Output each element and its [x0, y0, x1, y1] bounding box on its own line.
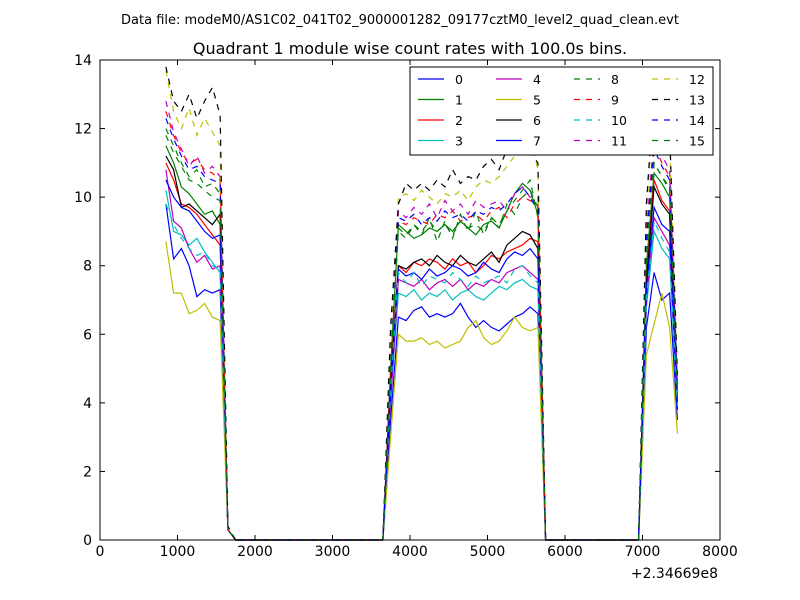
y-tick-label: 8	[83, 259, 92, 275]
series-line-5	[382, 316, 639, 541]
legend-label-2: 2	[455, 113, 463, 128]
x-axis-offset-label: +2.34669e8	[631, 566, 718, 582]
legend-label-12: 12	[689, 72, 705, 87]
legend-label-6: 6	[533, 113, 541, 128]
figure-suptitle: Data file: modeM0/AS1C02_041T02_90000012…	[121, 13, 679, 28]
x-tick-label: 5000	[470, 544, 506, 560]
legend-label-3: 3	[455, 134, 463, 149]
series-line-5	[638, 292, 678, 541]
series-line-6	[382, 230, 639, 541]
legend-label-15: 15	[689, 134, 705, 149]
chart-title: Quadrant 1 module wise count rates with …	[193, 39, 627, 58]
x-tick-label: 6000	[547, 544, 583, 560]
x-tick-label: 4000	[392, 544, 428, 560]
x-tick-label: 2000	[237, 544, 273, 560]
series-line-14	[165, 118, 383, 541]
x-axis: 0 1000 2000 3000 4000 5000 6000 7000 8000	[96, 60, 738, 560]
series-line-3	[382, 278, 639, 541]
x-tick-label: 3000	[315, 544, 351, 560]
series-line-10	[165, 203, 383, 541]
series-line-0	[382, 302, 639, 541]
series-line-15	[638, 160, 678, 541]
x-tick-label: 0	[96, 544, 105, 560]
x-tick-label: 7000	[625, 544, 661, 560]
legend-label-11: 11	[611, 134, 627, 149]
series-line-15	[165, 135, 383, 541]
series-line-15	[382, 178, 639, 541]
legend-label-10: 10	[611, 113, 627, 128]
legend-label-8: 8	[611, 72, 619, 87]
series-line-8	[165, 128, 383, 541]
series-line-4	[382, 264, 639, 541]
series-line-13	[638, 90, 678, 541]
x-tick-label: 8000	[702, 544, 738, 560]
y-tick-label: 4	[83, 396, 92, 412]
y-tick-label: 14	[74, 53, 92, 69]
legend-label-13: 13	[689, 93, 705, 108]
series-line-12	[165, 70, 383, 541]
series-line-14	[382, 186, 639, 541]
series-line-10	[638, 218, 678, 541]
series-line-10	[382, 264, 639, 541]
y-tick-label: 10	[74, 190, 92, 206]
series-line-8	[382, 189, 639, 541]
y-tick-label: 12	[74, 122, 92, 138]
legend-label-9: 9	[611, 93, 619, 108]
y-tick-label: 6	[83, 327, 92, 343]
legend-label-1: 1	[455, 93, 463, 108]
legend-label-0: 0	[455, 72, 463, 87]
legend-label-7: 7	[533, 134, 541, 149]
y-tick-label: 0	[83, 533, 92, 549]
legend-label-5: 5	[533, 93, 541, 108]
x-tick-label: 1000	[160, 544, 196, 560]
legend-frame	[409, 66, 714, 156]
y-tick-label: 2	[83, 464, 92, 480]
series-line-11	[382, 186, 639, 541]
legend-label-14: 14	[689, 113, 705, 128]
legend-label-4: 4	[533, 72, 541, 87]
series-line-7	[382, 247, 639, 541]
